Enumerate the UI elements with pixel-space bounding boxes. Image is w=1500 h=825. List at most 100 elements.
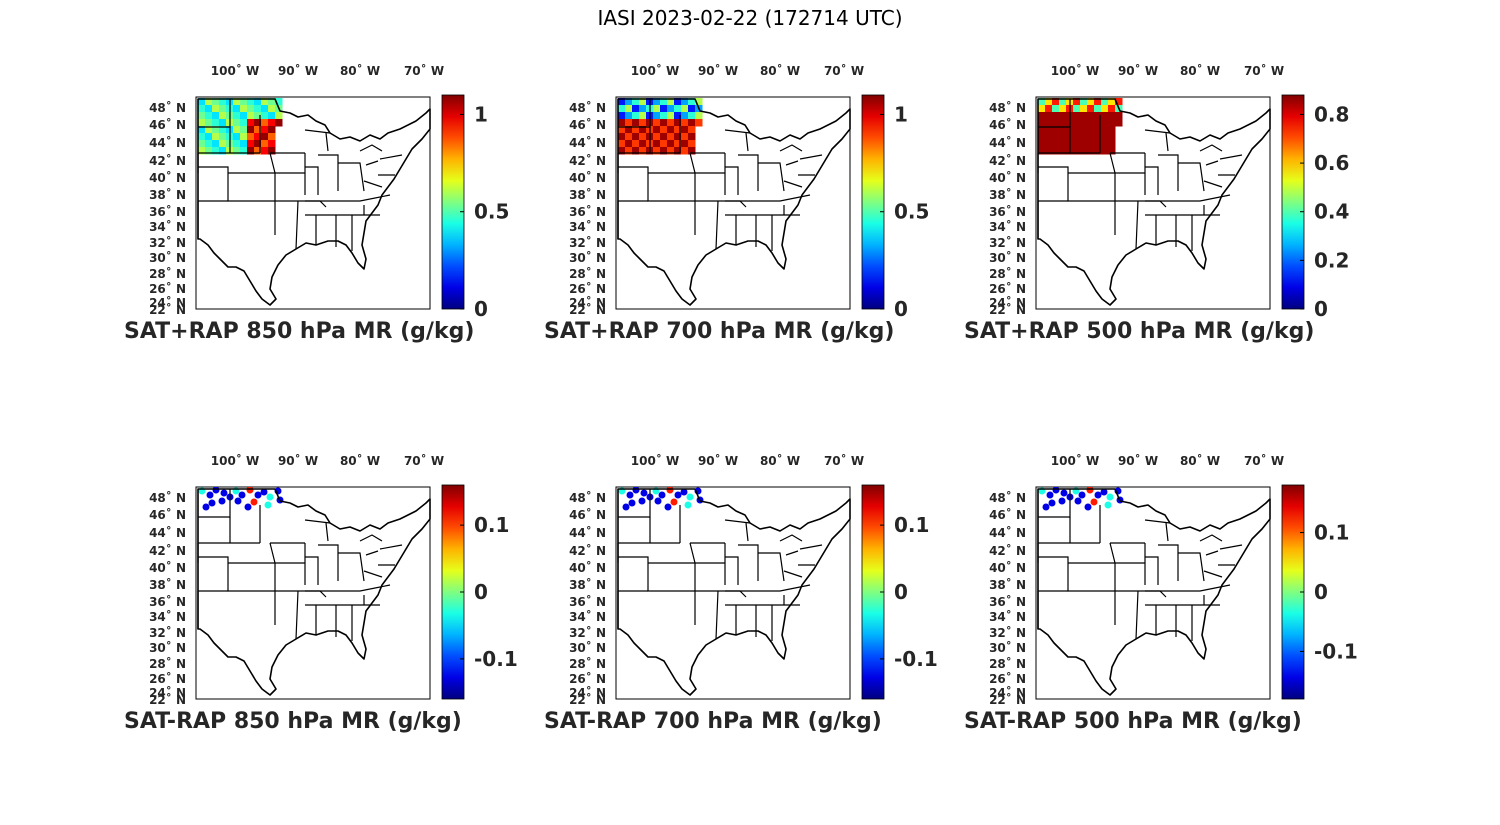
grid-cell: [625, 112, 633, 120]
state-border: [745, 522, 749, 542]
grid-cell: [1087, 105, 1095, 113]
grid-cell: [1080, 140, 1088, 148]
state-border: [745, 132, 749, 152]
lon-tick-label: 80˚ W: [340, 453, 380, 468]
grid-cell: [1087, 119, 1095, 127]
grid-cell: [268, 98, 276, 106]
grid-cell: [667, 133, 675, 141]
grid-cell: [205, 147, 213, 155]
grid-cell: [219, 119, 227, 127]
grid-cell: [219, 98, 227, 106]
grid-cell: [1094, 133, 1102, 141]
grid-cell: [247, 126, 255, 134]
state-border: [1178, 162, 1205, 192]
data-overlay: [1038, 98, 1123, 155]
lat-tick-label: 46˚ N: [149, 507, 186, 522]
colorbar: [441, 94, 465, 310]
lat-tick-label: 36˚ N: [149, 204, 186, 219]
grid-cell: [219, 140, 227, 148]
grid-cell: [1094, 98, 1102, 106]
grid-cell: [660, 105, 668, 113]
lat-tick-label: 22˚ N: [569, 692, 606, 707]
lat-tick-label: 30˚ N: [989, 250, 1026, 265]
grid-cell: [1038, 98, 1046, 106]
grid-cell: [1045, 112, 1053, 120]
grid-cell: [1115, 98, 1123, 106]
grid-cell: [1045, 133, 1053, 141]
grid-cell: [247, 140, 255, 148]
lon-tick-label: 90˚ W: [278, 63, 318, 78]
lat-tick-label: 26˚ N: [149, 671, 186, 686]
grid-cell: [695, 98, 703, 106]
observation-dot: [254, 491, 262, 499]
grid-cell: [1045, 119, 1053, 127]
grid-cell: [1101, 133, 1109, 141]
grid-cell: [261, 126, 269, 134]
grid-cell: [1080, 147, 1088, 155]
grid-cell: [660, 119, 668, 127]
lon-tick-label: 100˚ W: [631, 63, 679, 78]
state-border: [1144, 519, 1171, 524]
grid-cell: [254, 105, 262, 113]
panel-title: SAT-RAP 500 hPa MR (g/kg): [964, 709, 1302, 734]
grid-cell: [240, 140, 248, 148]
grid-cell: [1073, 147, 1081, 155]
grid-cell: [1115, 112, 1123, 120]
grid-cell: [1059, 112, 1067, 120]
state-border: [295, 200, 299, 250]
grid-cell: [667, 140, 675, 148]
state-border: [738, 544, 759, 581]
grid-cell: [1080, 105, 1088, 113]
us-coastline: [197, 98, 431, 306]
colorbar-tick-label: 0.1: [474, 513, 509, 537]
grid-cell: [653, 119, 661, 127]
grid-cell: [688, 119, 696, 127]
grid-cell: [1108, 105, 1116, 113]
panel-title: SAT+RAP 850 hPa MR (g/kg): [124, 319, 475, 344]
grid-cell: [1115, 119, 1123, 127]
lon-tick-label: 80˚ W: [760, 453, 800, 468]
state-border: [758, 162, 785, 192]
state-border: [1165, 522, 1169, 542]
grid-cell: [198, 98, 206, 106]
grid-cell: [275, 112, 283, 120]
grid-cell: [254, 119, 262, 127]
grid-cell: [667, 119, 675, 127]
state-border: [359, 144, 383, 152]
lat-tick-label: 28˚ N: [149, 656, 186, 671]
grid-cell: [240, 126, 248, 134]
grid-cell: [1094, 147, 1102, 155]
observation-dot: [218, 497, 226, 505]
grid-cell: [1108, 126, 1116, 134]
grid-cell: [233, 140, 241, 148]
grid-cell: [674, 126, 682, 134]
lat-tick-label: 26˚ N: [569, 671, 606, 686]
grid-cell: [653, 98, 661, 106]
observation-dot: [266, 493, 274, 501]
grid-cell: [660, 133, 668, 141]
lon-tick-label: 70˚ W: [404, 453, 444, 468]
grid-cell: [254, 112, 262, 120]
state-border: [325, 132, 329, 152]
grid-cell: [660, 98, 668, 106]
lat-tick-label: 24˚ N: [989, 295, 1026, 310]
lat-tick-label: 42˚ N: [989, 543, 1026, 558]
state-border: [1135, 590, 1139, 640]
grid-cell: [632, 147, 640, 155]
grid-cell: [632, 112, 640, 120]
grid-cell: [1038, 133, 1046, 141]
grid-cell: [653, 112, 661, 120]
grid-cell: [618, 140, 626, 148]
lat-tick-label: 46˚ N: [149, 117, 186, 132]
grid-cell: [1045, 98, 1053, 106]
observation-dot: [264, 501, 272, 509]
map-frame: [195, 486, 431, 700]
state-border: [304, 129, 331, 134]
observation-dot: [1090, 498, 1098, 506]
lon-tick-label: 100˚ W: [211, 453, 259, 468]
grid-cell: [233, 105, 241, 113]
state-border: [1199, 144, 1223, 152]
lon-tick-label: 70˚ W: [824, 453, 864, 468]
state-border: [725, 166, 739, 195]
grid-cell: [625, 147, 633, 155]
